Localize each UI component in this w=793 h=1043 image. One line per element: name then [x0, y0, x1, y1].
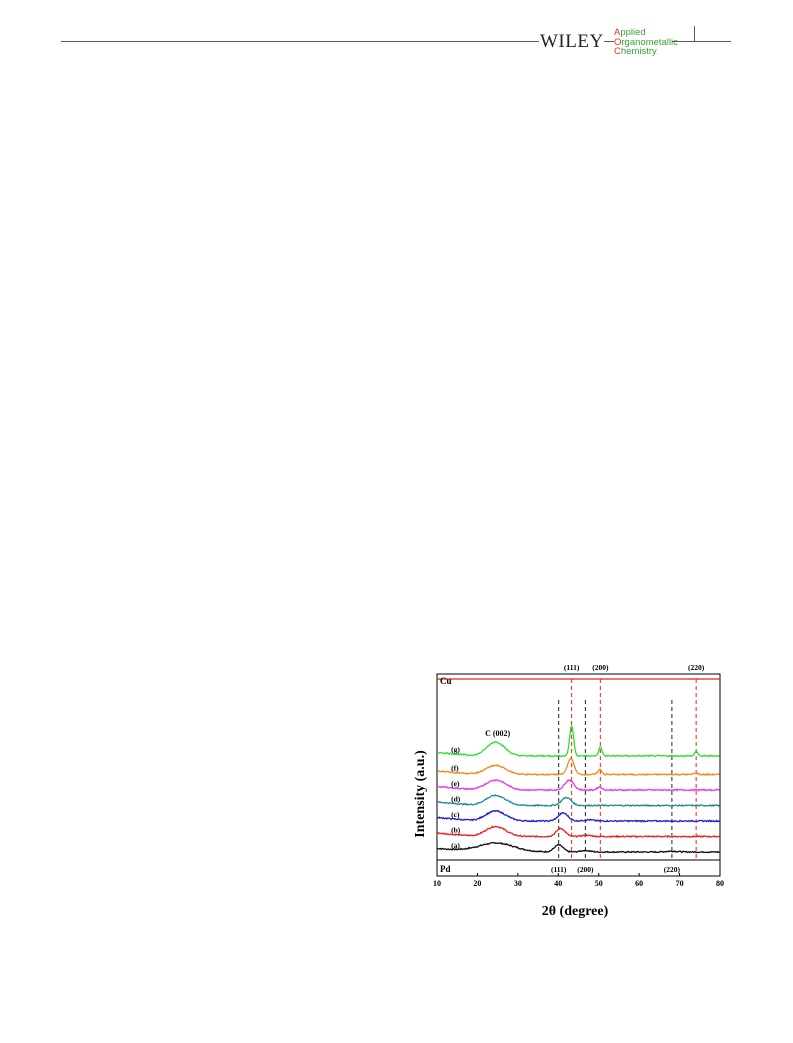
header-rule-dash-right: [672, 41, 694, 42]
series-label-d: (d): [451, 795, 461, 804]
pd-peak-label: (111): [551, 865, 567, 874]
series-line-e: [436, 779, 720, 792]
plot-frame: 10 20 30 40 50 60 70 80: [433, 673, 724, 888]
header-rule-dash: [604, 41, 614, 42]
page-number-tick: [694, 26, 695, 41]
pd-peak-label: (200): [577, 865, 594, 874]
series-layer: [436, 724, 720, 854]
x-tick-label: 50: [595, 879, 603, 888]
series-line-g: [436, 724, 720, 758]
cu-reference-label: Cu: [440, 676, 452, 686]
x-axis-label: 2θ (degree): [542, 904, 609, 919]
xrd-chart: 10 20 30 40 50 60 70 80 Cu Pd (111) (200) (220) (111…: [413, 663, 724, 919]
series-line-d: [436, 793, 720, 808]
labels-layer: Cu Pd (111) (200) (220) (111) (200) (220) (a) (b)…: [440, 663, 705, 874]
series-line-b: [437, 825, 720, 839]
x-tick-label: 70: [676, 879, 684, 888]
x-tick-label: 60: [635, 879, 643, 888]
header-rule-left: [61, 41, 539, 42]
x-tick-label: 40: [554, 879, 562, 888]
cu-peak-label: (200): [592, 663, 609, 672]
journal-initial-o: O: [614, 36, 622, 48]
series-line-f: [437, 757, 720, 777]
reference-lines: [558, 679, 697, 860]
series-label-a: (a): [451, 841, 460, 850]
series-label-b: (b): [451, 826, 461, 835]
xrd-figure: 10 20 30 40 50 60 70 80 Cu Pd (111) (200) (220) (111…: [410, 662, 740, 922]
y-axis-label: Intensity (a.u.): [413, 750, 428, 838]
plot-border: [436, 673, 721, 877]
journal-line2-rest: rganometallic: [621, 36, 678, 48]
series-line-a: [436, 841, 720, 854]
journal-name: Applied Organometallic Chemistry: [614, 28, 678, 57]
header-rule-right: [694, 41, 731, 42]
journal-initial-c: C: [614, 46, 621, 57]
pd-reference-label: Pd: [440, 864, 451, 874]
x-tick-label: 20: [473, 879, 481, 888]
journal-line1-rest: pplied: [620, 27, 646, 38]
series-label-c: (c): [451, 810, 460, 819]
x-tick-label: 30: [514, 879, 522, 888]
journal-initial-a: A: [614, 27, 621, 38]
series-label-f: (f): [451, 764, 459, 773]
journal-line3-rest: hemistry: [620, 46, 657, 57]
series-line-c: [436, 809, 720, 823]
cu-peak-label: (220): [688, 663, 705, 672]
x-tick-label: 80: [716, 879, 724, 888]
x-tick-label: 10: [433, 879, 441, 888]
pd-peak-label: (220): [664, 865, 681, 874]
series-label-g: (g): [451, 745, 460, 754]
wiley-logo: WILEY: [540, 31, 604, 52]
c002-annotation: C (002): [485, 729, 510, 738]
series-label-e: (e): [451, 779, 460, 788]
cu-peak-label: (111): [564, 663, 580, 672]
